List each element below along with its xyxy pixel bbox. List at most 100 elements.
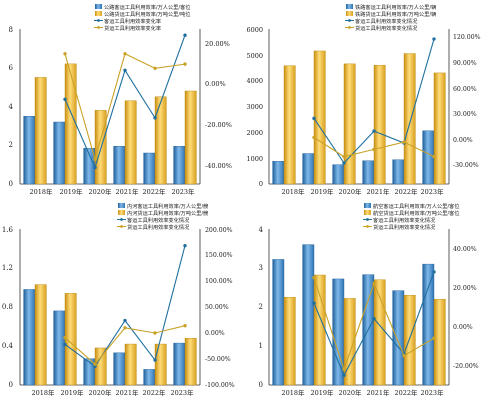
y2-tick-label: 90.00% <box>453 60 477 67</box>
bar-passenger <box>53 121 66 185</box>
y2-tick-label: 150.00% <box>205 252 233 259</box>
x-tick-label: 2021年 <box>366 187 390 196</box>
bar-passenger <box>422 130 435 185</box>
y2-tick-label: -40.00% <box>205 162 232 170</box>
point-freight-change <box>402 140 406 144</box>
x-tick-label: 2018年 <box>31 388 55 397</box>
y2-tick-label: 120.00% <box>453 34 481 41</box>
y-tick-label: 6 <box>9 64 14 72</box>
x-tick-label: 2023年 <box>171 187 195 196</box>
bar-passenger <box>422 263 435 386</box>
point-freight-change <box>123 52 127 56</box>
bar-freight <box>283 65 296 185</box>
y2-ticks: -100.00% -50.00% 0.00% 50.00% 100.00% 15… <box>205 227 235 389</box>
x-tick-label: 2020年 <box>88 187 112 196</box>
legend-label: 航空客运工具利用效率/万人公里/客位 <box>373 202 460 210</box>
y2-tick-label: 0.00% <box>205 330 225 337</box>
legend: 公路客运工具利用效率/万人公里/客位 公路货运工具利用效率/万吨公里/吨位 客运… <box>94 3 191 32</box>
legend-label: 铁路客运工具利用效率/万人公里/辆 <box>355 3 436 11</box>
legend-marker <box>97 19 100 22</box>
legend-label: 客运工具利用效率变化情况 <box>373 216 436 224</box>
y2-tick-label: 50.00% <box>205 304 229 311</box>
y-tick-label: 0 <box>259 381 263 389</box>
legend-label: 客运工具利用效率变化情况 <box>355 17 418 25</box>
legend-marker <box>348 26 351 29</box>
y-tick-label: 1.2 <box>2 264 13 272</box>
y2-tick-label: 20.00% <box>205 40 230 48</box>
legend-swatch-bar-2 <box>95 11 102 16</box>
point-passenger-change <box>312 116 316 121</box>
point-freight-change <box>123 326 127 330</box>
point-passenger-change <box>432 37 436 41</box>
point-passenger-change <box>183 243 187 248</box>
point-freight-change <box>153 66 157 70</box>
bar-freight <box>313 50 326 185</box>
axes <box>268 229 450 386</box>
point-passenger-change <box>123 68 127 73</box>
point-freight-change <box>312 135 316 140</box>
point-passenger-change <box>153 116 157 120</box>
legend-label: 货运工具利用效率变化情况 <box>127 223 190 231</box>
legend: 航空客运工具利用效率/万人公里/客位 航空货运工具利用效率/万吨公里/客位 客运… <box>363 202 460 231</box>
legend-marker <box>120 218 123 221</box>
bar-passenger <box>53 310 66 386</box>
y-tick-label: 6000 <box>246 26 263 34</box>
x-ticks: 2018年 2019年 2020年 2021年 2022年 2023年 <box>29 187 195 196</box>
bar-passenger <box>173 146 186 185</box>
bar-freight <box>343 63 356 185</box>
point-freight-change <box>432 154 436 159</box>
y2-tick-label: -100.00% <box>205 382 235 389</box>
x-ticks: 2018年 2019年 2020年 2021年 2022年 2023年 <box>281 388 444 397</box>
y-tick-label: 4000 <box>246 77 263 85</box>
x-tick-label: 2019年 <box>310 187 334 196</box>
x-tick-label: 2023年 <box>420 187 444 196</box>
y2-ticks: -20.00% 0.00% 20.00% 40.00% <box>453 246 479 370</box>
x-tick-label: 2019年 <box>60 388 84 397</box>
point-freight-change <box>402 354 406 358</box>
bar-passenger <box>362 160 375 185</box>
y-tick-label: 8 <box>9 26 13 34</box>
point-freight-change <box>153 331 157 335</box>
legend-label: 货运工具利用效率变化率 <box>104 24 161 32</box>
point-freight-change <box>372 281 376 286</box>
bar-freight <box>433 299 446 386</box>
bar-passenger <box>302 244 315 386</box>
axes <box>268 29 450 185</box>
bar-freight <box>34 284 47 386</box>
y-tick-label: 3000 <box>246 103 263 111</box>
bar-freight <box>124 100 137 185</box>
legend-swatch-bar-1 <box>95 4 102 9</box>
legend-marker <box>366 225 369 228</box>
point-passenger-change <box>153 358 157 362</box>
bar-passenger <box>143 152 156 185</box>
point-freight-change <box>63 335 67 340</box>
y-tick-label: 0 <box>9 381 13 389</box>
legend-label: 客运工具利用效率变化情况 <box>127 216 190 224</box>
bar-freight <box>433 72 446 185</box>
bar-freight <box>184 90 197 185</box>
bar-freight <box>313 274 326 386</box>
chart-panel-aviation: 航空客运工具利用效率/万人公里/客位 航空货运工具利用效率/万吨公里/客位 客运… <box>259 202 479 397</box>
axes <box>19 29 201 185</box>
x-tick-label: 2020年 <box>338 388 362 397</box>
y2-tick-label: -30.00% <box>453 162 479 169</box>
x-tick-label: 2023年 <box>420 388 444 397</box>
y-tick-label: 2 <box>9 141 13 149</box>
x-tick-label: 2021年 <box>115 388 139 397</box>
plot-area <box>23 243 197 386</box>
legend-swatch-bar-1 <box>364 203 371 208</box>
y-tick-label: 3 <box>259 264 263 272</box>
bar-freight <box>124 343 137 386</box>
point-freight-change <box>183 62 187 66</box>
x-ticks: 2018年 2019年 2020年 2021年 2022年 2023年 <box>31 388 194 397</box>
point-freight-change <box>63 52 67 56</box>
point-passenger-change <box>342 161 346 165</box>
point-passenger-change <box>312 301 316 305</box>
legend-label: 货运工具利用效率变化情况 <box>355 24 418 32</box>
point-passenger-change <box>372 317 376 321</box>
point-freight-change <box>342 154 346 159</box>
y2-tick-label: 0.00% <box>453 324 473 331</box>
legend-swatch-bar-1 <box>118 203 125 208</box>
y2-ticks: -30.00% 0.00% 30.00% 60.00% 90.00% 120.0… <box>453 34 481 169</box>
